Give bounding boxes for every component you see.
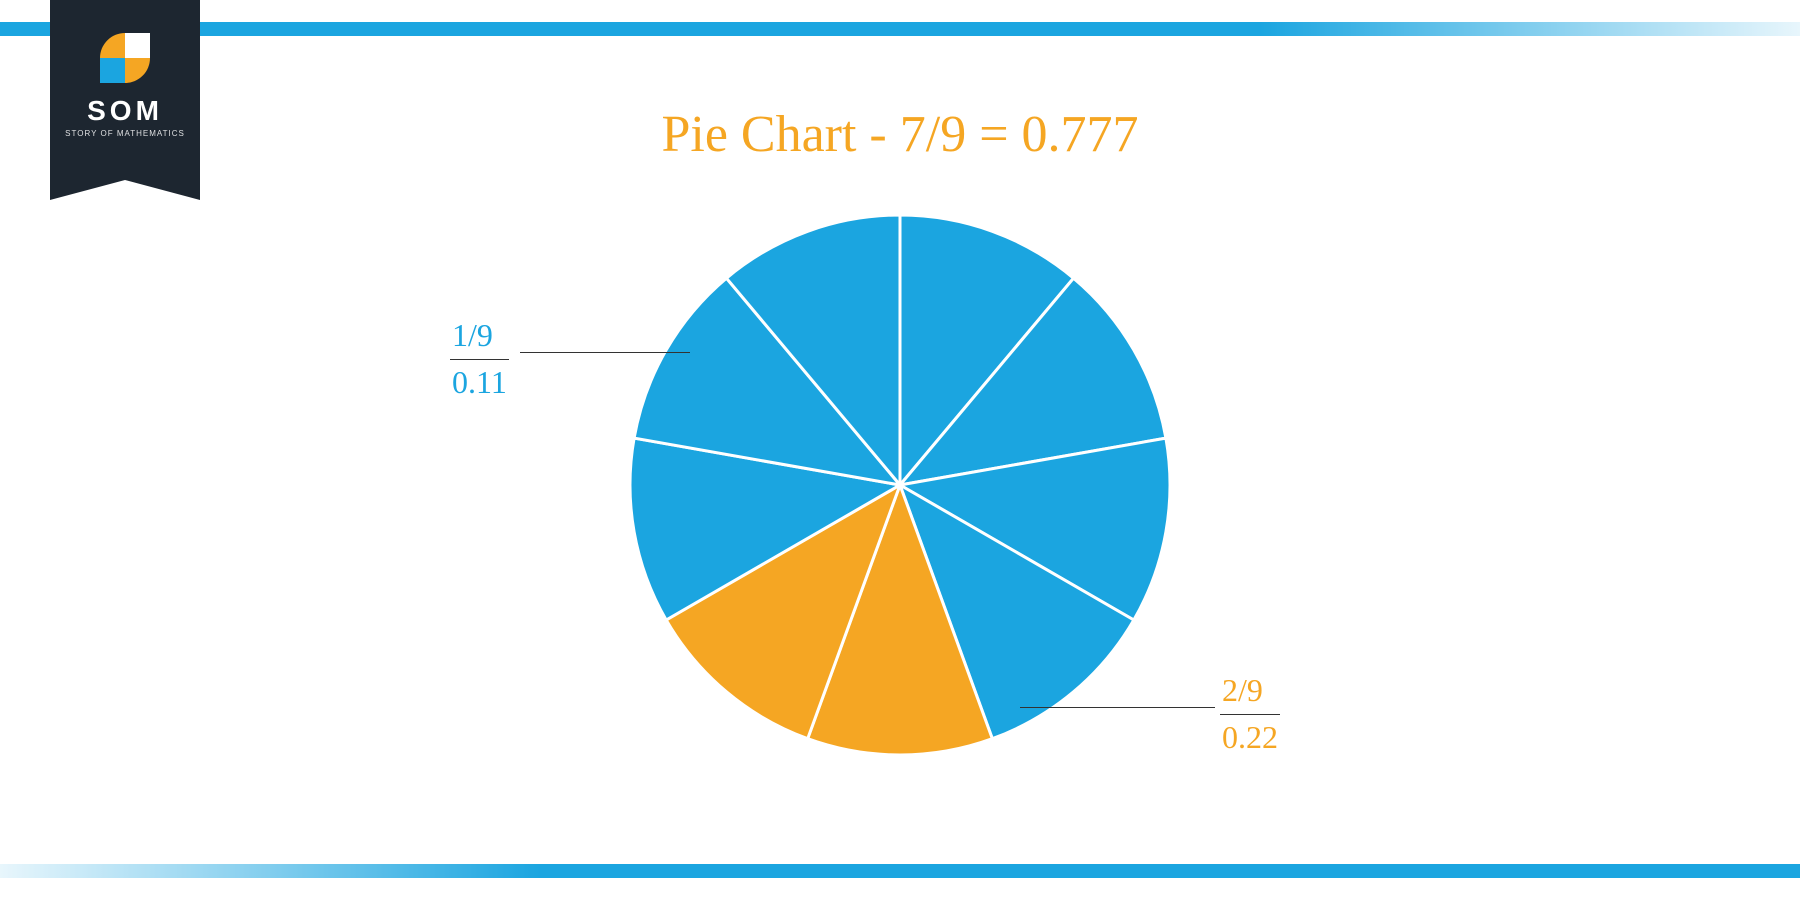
brand-logo-icon — [100, 33, 150, 83]
callout-one-ninth-fraction: 1/9 — [450, 315, 509, 360]
bottom-accent-bar — [0, 864, 1800, 878]
callout-two-ninths-decimal: 0.22 — [1220, 715, 1280, 759]
callout-one-ninth: 1/9 0.11 — [450, 315, 509, 403]
leader-line-left — [520, 352, 690, 353]
callout-one-ninth-decimal: 0.11 — [450, 360, 509, 404]
callout-two-ninths: 2/9 0.22 — [1220, 670, 1280, 758]
top-accent-bar — [0, 22, 1800, 36]
callout-two-ninths-fraction: 2/9 — [1220, 670, 1280, 715]
chart-title: Pie Chart - 7/9 = 0.777 — [0, 105, 1800, 164]
leader-line-right — [1020, 707, 1215, 708]
pie-chart: 1/9 0.11 2/9 0.22 — [450, 185, 1350, 825]
